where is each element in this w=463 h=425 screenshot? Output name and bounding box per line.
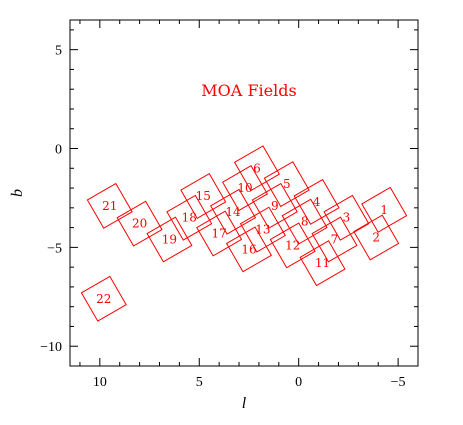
field-box (210, 188, 257, 235)
field-9: 9 (251, 182, 298, 229)
field-box (233, 145, 280, 192)
field-box (239, 206, 286, 253)
field-box (323, 194, 370, 241)
field-box (299, 240, 346, 287)
field-22: 22 (80, 275, 127, 322)
field-18: 18 (166, 194, 213, 241)
field-3: 3 (323, 194, 370, 241)
field-box (269, 222, 316, 269)
field-label: 19 (162, 232, 177, 246)
field-box (146, 216, 193, 263)
field-label: 9 (271, 199, 279, 213)
field-label: 1 (380, 203, 388, 217)
field-10: 10 (221, 165, 269, 212)
field-box (311, 216, 358, 263)
field-4: 4 (293, 178, 340, 225)
field-box (251, 182, 298, 229)
field-box (80, 275, 127, 322)
field-label: 16 (241, 242, 256, 256)
y-axis-label: b (9, 189, 26, 197)
field-21: 21 (86, 182, 133, 229)
x-tick-label: 0 (295, 375, 302, 390)
plot-frame (69, 19, 419, 367)
field-label: 6 (253, 161, 261, 175)
field-box (281, 198, 328, 245)
y-tick-label: −5 (47, 241, 62, 256)
field-17: 17 (196, 210, 243, 257)
y-tick-label: −10 (40, 340, 62, 355)
field-box (86, 182, 133, 229)
field-16: 16 (225, 226, 273, 273)
field-box (196, 210, 243, 257)
axis-ticks (70, 20, 419, 367)
tick-labels: 10 5 0 −5 5 0 −5 −10 (40, 44, 405, 390)
x-axis-label: l (242, 395, 247, 412)
field-7: 7 (311, 216, 358, 263)
field-box (166, 194, 213, 241)
field-5: 5 (263, 161, 310, 208)
field-6: 6 (233, 145, 280, 192)
field-8: 8 (281, 198, 328, 245)
field-box (263, 161, 310, 208)
field-label: 8 (301, 215, 309, 229)
field-label: 18 (182, 211, 197, 225)
field-15: 15 (180, 172, 227, 219)
field-19: 19 (146, 216, 193, 263)
field-label: 20 (132, 217, 147, 231)
field-label: 11 (315, 256, 330, 270)
y-tick-label: 0 (55, 143, 62, 158)
field-label: 21 (102, 199, 117, 213)
field-label: 2 (372, 230, 380, 244)
field-label: 12 (285, 238, 300, 252)
field-box (361, 186, 408, 233)
x-tick-label: 10 (93, 375, 107, 390)
field-20: 20 (116, 200, 163, 247)
field-box (116, 200, 163, 247)
field-label: 17 (212, 227, 227, 241)
chart-title: MOA Fields (201, 81, 296, 100)
x-tick-label: 5 (196, 375, 203, 390)
field-label: 15 (196, 189, 211, 203)
field-box (221, 165, 269, 212)
field-1: 1 (361, 186, 408, 233)
field-label: 10 (237, 181, 252, 195)
y-tick-label: 5 (55, 44, 62, 59)
field-label: 4 (313, 195, 321, 209)
field-11: 11 (299, 240, 346, 287)
field-12: 12 (269, 222, 316, 269)
x-tick-label: −5 (391, 375, 406, 390)
field-label: 5 (283, 177, 291, 191)
field-box (180, 172, 227, 219)
field-label: 13 (255, 223, 270, 237)
field-2: 2 (353, 214, 400, 261)
field-box (293, 178, 340, 225)
field-label: 14 (225, 205, 241, 219)
field-label: 7 (331, 232, 339, 246)
field-label: 22 (96, 292, 111, 306)
field-14: 14 (210, 188, 257, 235)
field-label: 3 (343, 211, 351, 225)
field-box (225, 226, 273, 273)
